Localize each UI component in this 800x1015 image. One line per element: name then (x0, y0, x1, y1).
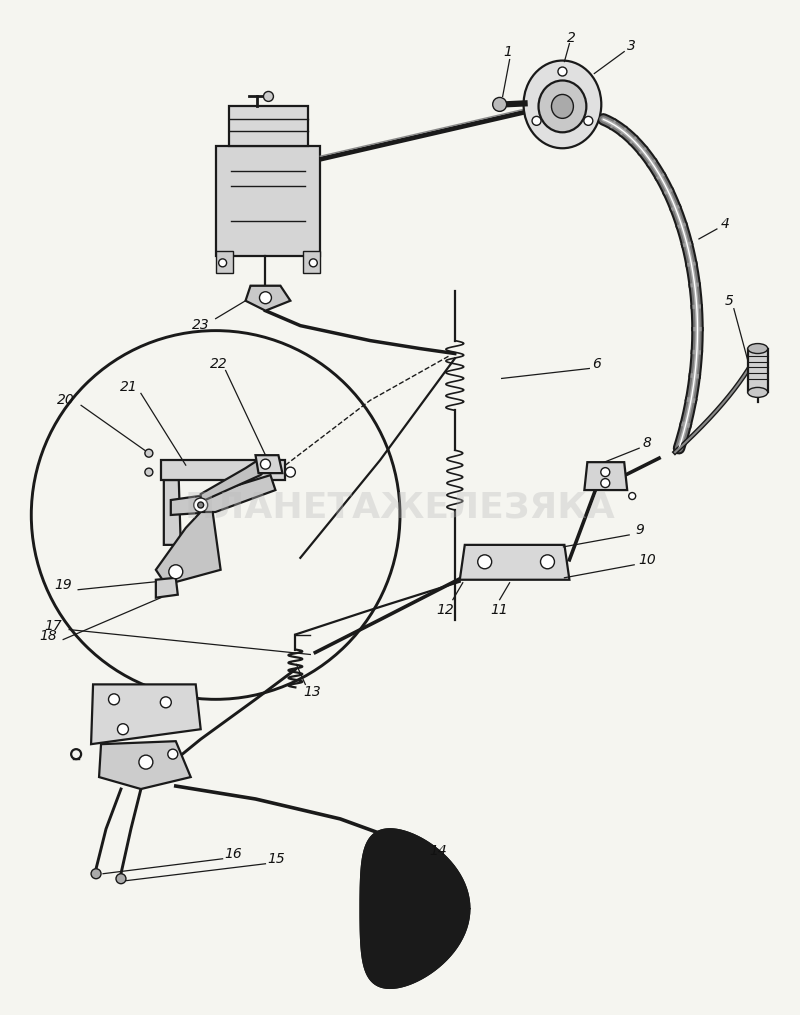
Text: 21: 21 (120, 381, 138, 395)
Polygon shape (460, 545, 570, 580)
Text: 20: 20 (58, 394, 75, 407)
Circle shape (109, 694, 119, 704)
Circle shape (629, 492, 636, 499)
Polygon shape (170, 475, 275, 515)
Circle shape (541, 555, 554, 568)
Ellipse shape (748, 343, 768, 353)
Polygon shape (161, 460, 286, 480)
Ellipse shape (551, 94, 574, 119)
Circle shape (263, 91, 274, 102)
Polygon shape (748, 348, 768, 393)
Text: 23: 23 (192, 318, 210, 332)
Text: 13: 13 (303, 685, 321, 699)
Circle shape (145, 450, 153, 457)
Circle shape (160, 697, 171, 707)
Text: 9: 9 (636, 523, 645, 537)
Polygon shape (201, 455, 273, 502)
Circle shape (194, 498, 208, 512)
Text: ПЛАНЕТАЖЕЛЕЗЯКА: ПЛАНЕТАЖЕЛЕЗЯКА (185, 491, 615, 525)
Polygon shape (156, 578, 178, 598)
Polygon shape (156, 512, 221, 585)
Polygon shape (164, 480, 181, 545)
Polygon shape (91, 684, 201, 744)
Polygon shape (216, 251, 233, 273)
Polygon shape (229, 107, 308, 146)
Text: 14: 14 (429, 843, 446, 858)
Text: 16: 16 (225, 847, 242, 861)
Circle shape (601, 468, 610, 477)
Text: 2: 2 (567, 30, 576, 45)
Circle shape (478, 555, 492, 568)
Ellipse shape (748, 388, 768, 398)
Polygon shape (360, 829, 470, 989)
Circle shape (261, 459, 270, 469)
Circle shape (169, 564, 182, 579)
Text: 12: 12 (436, 603, 454, 617)
Circle shape (139, 755, 153, 769)
Text: 6: 6 (592, 357, 601, 371)
Circle shape (558, 67, 567, 76)
Circle shape (259, 291, 271, 303)
Polygon shape (255, 455, 282, 473)
Polygon shape (99, 741, 190, 789)
Text: 1: 1 (503, 45, 512, 59)
Text: 11: 11 (490, 603, 509, 617)
Text: 17: 17 (44, 618, 62, 632)
Text: 18: 18 (39, 628, 57, 642)
Circle shape (145, 468, 153, 476)
Text: 15: 15 (267, 852, 286, 866)
Circle shape (286, 467, 295, 477)
Circle shape (198, 502, 204, 508)
Circle shape (218, 259, 226, 267)
Ellipse shape (523, 61, 602, 148)
Text: 10: 10 (638, 553, 656, 566)
Polygon shape (246, 286, 290, 311)
Text: 5: 5 (725, 293, 734, 308)
Text: 22: 22 (210, 356, 227, 370)
Polygon shape (584, 462, 627, 490)
Text: 8: 8 (642, 436, 651, 451)
Circle shape (532, 117, 541, 125)
Circle shape (493, 97, 506, 112)
Ellipse shape (538, 80, 586, 132)
Circle shape (118, 724, 129, 735)
Circle shape (584, 117, 593, 125)
Text: 19: 19 (54, 578, 72, 592)
Polygon shape (303, 251, 320, 273)
Polygon shape (216, 146, 320, 256)
Text: 4: 4 (721, 217, 730, 231)
Circle shape (310, 259, 318, 267)
Circle shape (168, 749, 178, 759)
Text: 3: 3 (626, 39, 636, 53)
Circle shape (116, 874, 126, 884)
Circle shape (601, 479, 610, 487)
Circle shape (91, 869, 101, 879)
